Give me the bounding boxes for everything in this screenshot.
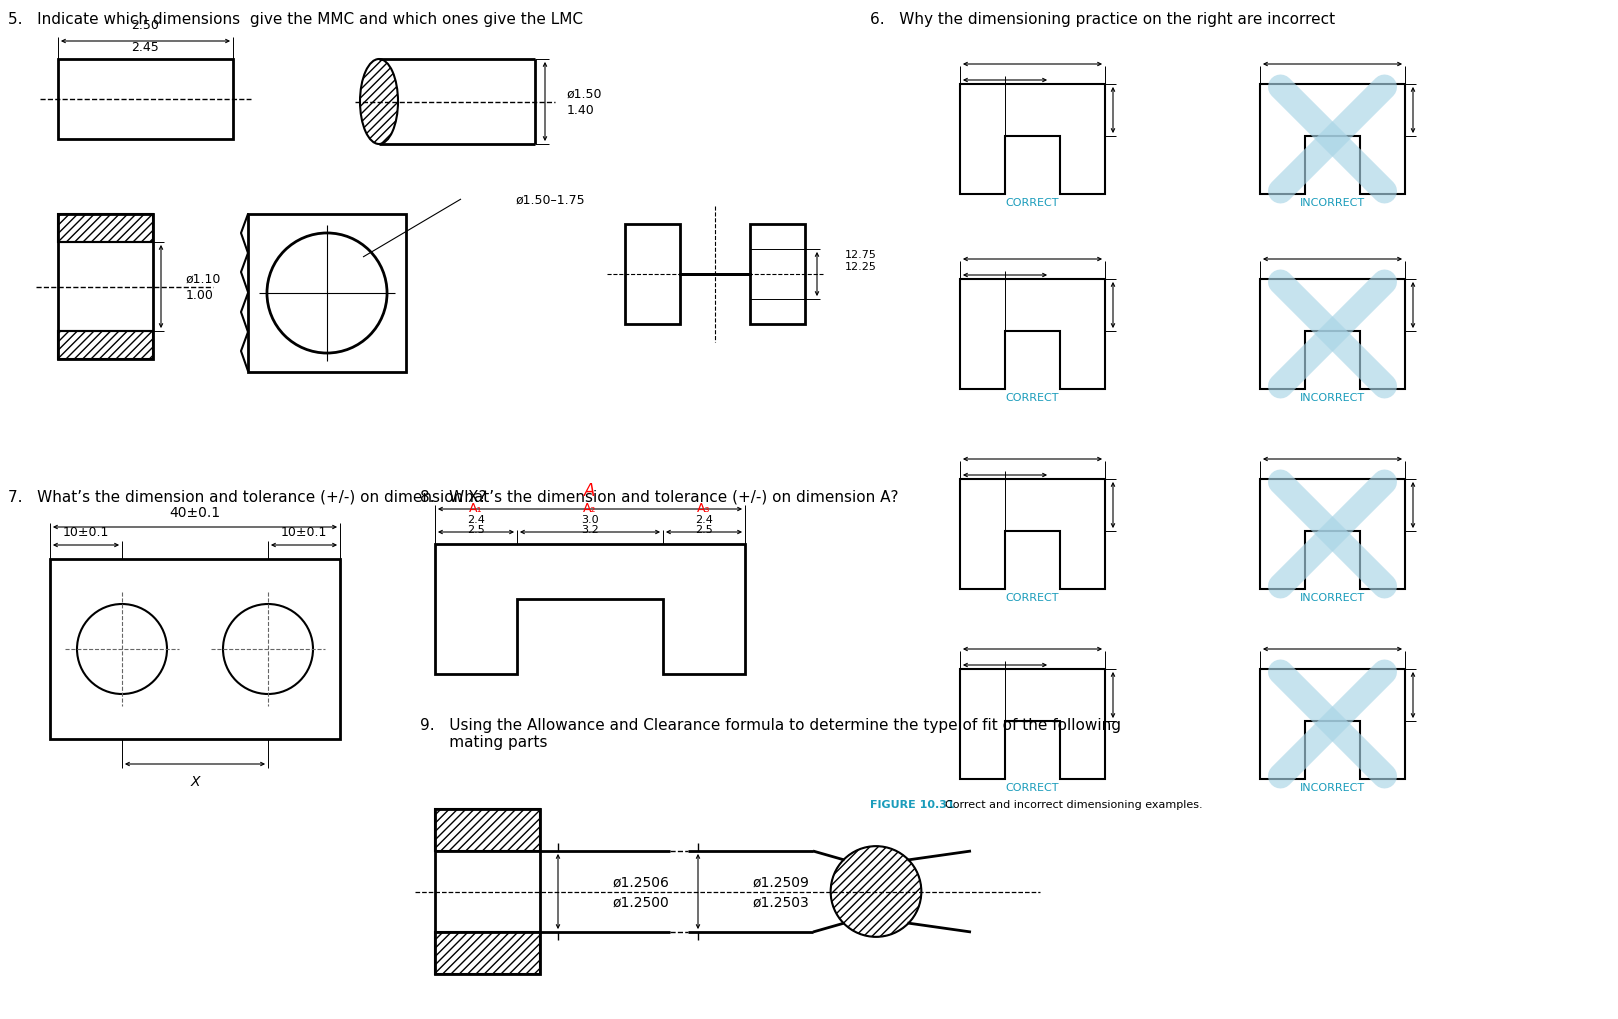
Text: FIGURE 10.31: FIGURE 10.31 bbox=[870, 799, 955, 809]
Text: 2.4: 2.4 bbox=[696, 515, 714, 525]
Text: 9.   Using the Allowance and Clearance formula to determine the type of fit of t: 9. Using the Allowance and Clearance for… bbox=[421, 717, 1121, 750]
Text: X: X bbox=[191, 774, 199, 789]
Text: 1.40: 1.40 bbox=[566, 104, 595, 117]
Bar bbox=[435, 809, 540, 851]
Bar bbox=[58, 60, 233, 140]
Text: 6.   Why the dimensioning practice on the right are incorrect: 6. Why the dimensioning practice on the … bbox=[870, 12, 1335, 26]
Text: CORRECT: CORRECT bbox=[1006, 592, 1060, 602]
Text: 10±0.1: 10±0.1 bbox=[63, 526, 108, 538]
Text: Correct and incorrect dimensioning examples.: Correct and incorrect dimensioning examp… bbox=[938, 799, 1202, 809]
Text: ø1.50: ø1.50 bbox=[566, 88, 602, 101]
Text: 2.4: 2.4 bbox=[468, 515, 485, 525]
Text: ø1.50–1.75: ø1.50–1.75 bbox=[516, 194, 586, 206]
Text: ø1.2506: ø1.2506 bbox=[613, 874, 670, 889]
Text: INCORRECT: INCORRECT bbox=[1299, 198, 1366, 208]
Text: 7.   What’s the dimension and tolerance (+/-) on dimension X?: 7. What’s the dimension and tolerance (+… bbox=[8, 489, 487, 504]
Text: A: A bbox=[584, 482, 595, 499]
Text: 10±0.1: 10±0.1 bbox=[282, 526, 327, 538]
Bar bbox=[58, 215, 154, 360]
Text: 12.25: 12.25 bbox=[845, 262, 877, 272]
Text: INCORRECT: INCORRECT bbox=[1299, 783, 1366, 792]
Text: INCORRECT: INCORRECT bbox=[1299, 592, 1366, 602]
Text: A₃: A₃ bbox=[697, 501, 710, 515]
Text: A₂: A₂ bbox=[582, 501, 597, 515]
Bar bbox=[435, 809, 540, 974]
Text: 1.00: 1.00 bbox=[186, 288, 214, 302]
Bar bbox=[248, 215, 406, 373]
Text: 3.2: 3.2 bbox=[581, 525, 599, 535]
Bar bbox=[435, 932, 540, 974]
Bar bbox=[58, 331, 154, 360]
Text: INCORRECT: INCORRECT bbox=[1299, 392, 1366, 403]
Text: 2.50: 2.50 bbox=[131, 19, 160, 32]
Text: 12.75: 12.75 bbox=[845, 250, 877, 260]
Text: ø1.10: ø1.10 bbox=[186, 273, 222, 285]
Text: 2.45: 2.45 bbox=[131, 41, 160, 54]
Text: 2.5: 2.5 bbox=[696, 525, 714, 535]
Text: CORRECT: CORRECT bbox=[1006, 392, 1060, 403]
Text: ø1.2509: ø1.2509 bbox=[752, 874, 811, 889]
Text: ø1.2500: ø1.2500 bbox=[613, 895, 670, 909]
Text: 2.5: 2.5 bbox=[468, 525, 485, 535]
Text: CORRECT: CORRECT bbox=[1006, 198, 1060, 208]
Text: CORRECT: CORRECT bbox=[1006, 783, 1060, 792]
Circle shape bbox=[832, 847, 921, 936]
Text: 8.   What’s the dimension and tolerance (+/-) on dimension A?: 8. What’s the dimension and tolerance (+… bbox=[421, 489, 898, 504]
Bar bbox=[58, 215, 154, 243]
Ellipse shape bbox=[359, 60, 398, 145]
Text: ø1.2503: ø1.2503 bbox=[752, 895, 809, 909]
Text: 3.0: 3.0 bbox=[581, 515, 599, 525]
Bar bbox=[50, 559, 340, 739]
Text: 5.   Indicate which dimensions  give the MMC and which ones give the LMC: 5. Indicate which dimensions give the MM… bbox=[8, 12, 582, 26]
Text: 40±0.1: 40±0.1 bbox=[170, 505, 220, 520]
Text: A₁: A₁ bbox=[469, 501, 482, 515]
